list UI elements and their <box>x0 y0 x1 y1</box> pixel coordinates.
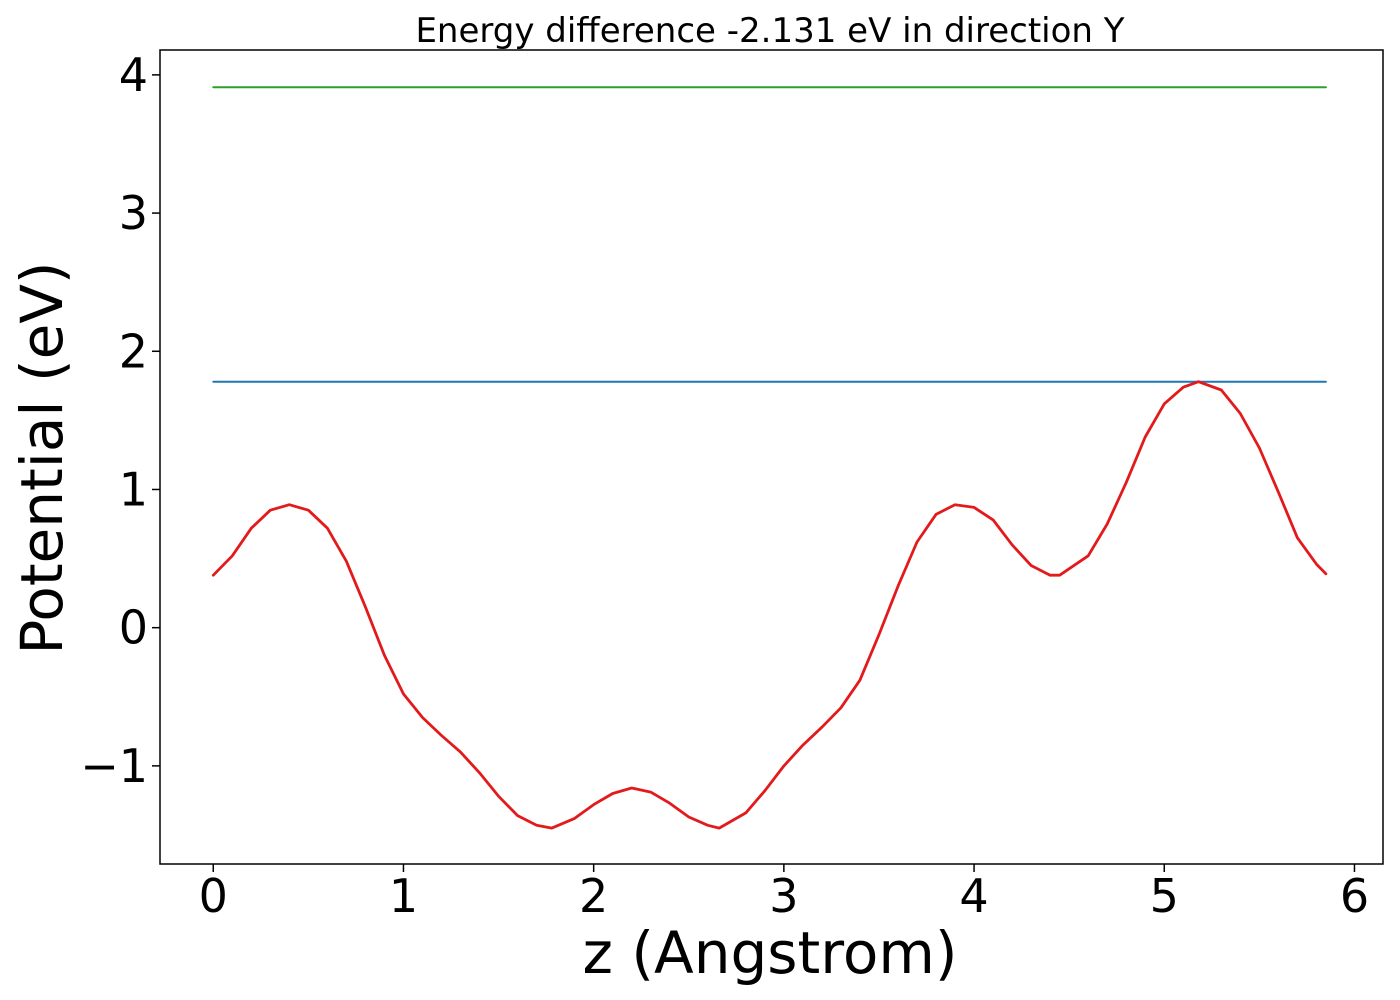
y-tick-label: 4 <box>119 48 148 102</box>
plot-frame <box>159 49 1384 865</box>
y-tick-label: 0 <box>119 601 148 655</box>
x-axis-label: z (Angstrom) <box>583 919 958 987</box>
y-tick-label: 3 <box>119 186 148 240</box>
y-tick-label: 2 <box>119 324 148 378</box>
y-tick-label: −1 <box>80 739 148 793</box>
y-tick-label: 1 <box>119 462 148 516</box>
x-tick-label: 2 <box>579 869 608 923</box>
series-line-3 <box>211 380 1328 830</box>
x-tick-label: 0 <box>199 869 228 923</box>
x-tick-label: 5 <box>1150 869 1179 923</box>
chart-title: Energy difference -2.131 eV in direction… <box>415 11 1124 51</box>
x-tick-label: 4 <box>959 869 988 923</box>
x-tick-label: 1 <box>389 869 418 923</box>
y-axis-label: Potential (eV) <box>8 261 76 654</box>
x-tick-label: 3 <box>769 869 798 923</box>
x-tick-label: 6 <box>1340 869 1369 923</box>
